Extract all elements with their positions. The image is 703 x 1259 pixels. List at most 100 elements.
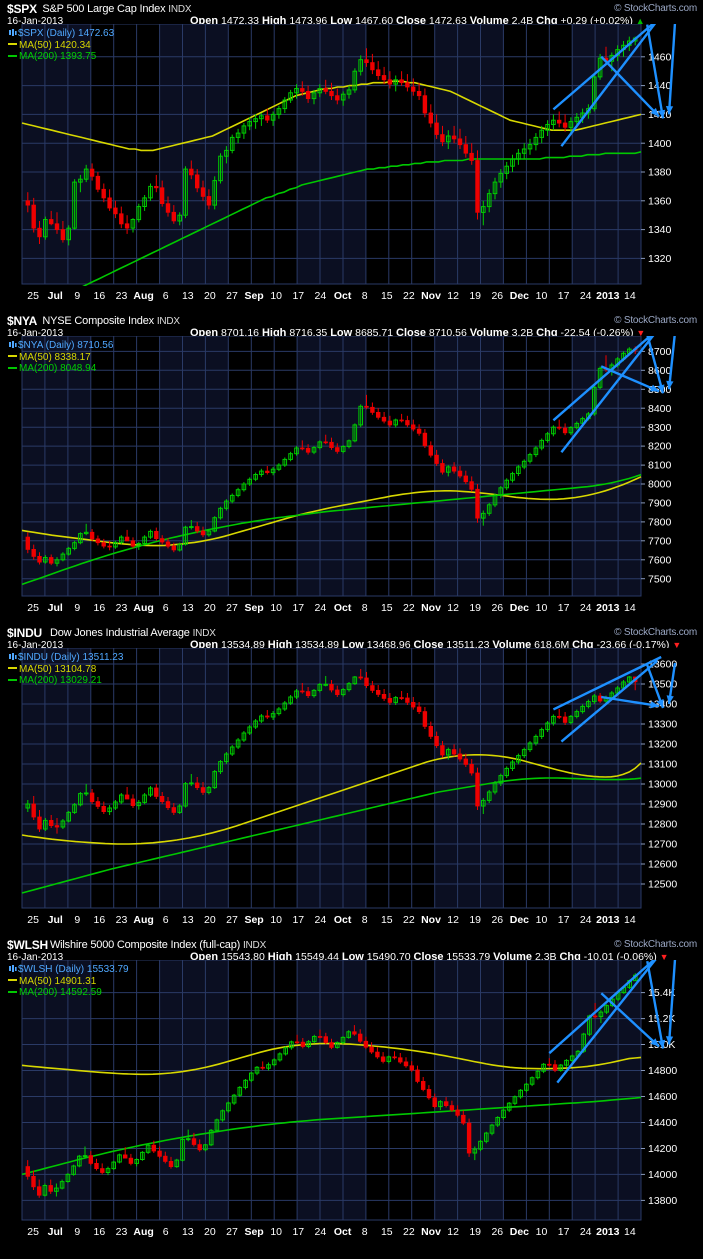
panel-divider — [0, 934, 703, 936]
quote-date: 16-Jan-2013 — [7, 328, 64, 339]
legend-label: MA(200) 13029.21 — [19, 675, 102, 686]
x-axis-label: Dec — [509, 602, 530, 614]
x-axis-label: 17 — [557, 602, 570, 614]
symbol-ticker[interactable]: $SPX — [7, 2, 37, 16]
chart-panel-nya: $NYA NYSE Composite Index INDX © StockCh… — [0, 312, 703, 622]
svg-text:8200: 8200 — [648, 441, 672, 453]
symbol-ticker[interactable]: $WLSH — [7, 938, 49, 952]
svg-text:14000: 14000 — [648, 1169, 677, 1181]
series-legend: $WLSH (Daily) 15533.79 MA(50) 14901.31 MA(… — [8, 964, 129, 999]
legend-row: MA(50) 14901.31 — [8, 976, 129, 988]
symbol-ticker[interactable]: $INDU — [7, 626, 43, 640]
svg-text:14600: 14600 — [648, 1091, 677, 1103]
line-swatch-icon — [8, 667, 17, 670]
x-axis-label: 12 — [447, 602, 459, 614]
panel-header: $WLSH Wilshire 5000 Composite Index (ful… — [0, 936, 703, 963]
x-axis-label: 16 — [93, 290, 106, 302]
legend-label: $INDU (Daily) 13511.23 — [18, 652, 124, 663]
x-axis-label: 14 — [624, 602, 636, 614]
x-axis-label: Dec — [509, 914, 530, 926]
series-legend: $NYA (Daily) 8710.56 MA(50) 8338.17 MA(200… — [8, 340, 113, 375]
svg-text:14400: 14400 — [648, 1117, 677, 1129]
x-axis-label: 24 — [579, 290, 592, 302]
stockcharts-watermark: © StockCharts.com — [614, 315, 697, 326]
x-axis-label: 20 — [204, 1226, 216, 1238]
x-axis-label: 23 — [115, 290, 128, 302]
x-axis-label: 9 — [74, 1226, 81, 1238]
x-axis-label: 25 — [27, 290, 39, 302]
x-axis-label: 27 — [226, 602, 238, 614]
line-swatch-icon — [8, 678, 17, 681]
symbol-name: NYSE Composite Index INDX — [42, 315, 180, 327]
x-axis-label: 24 — [314, 602, 327, 614]
x-axis-label: 22 — [403, 290, 415, 302]
svg-text:1440: 1440 — [648, 80, 672, 92]
x-axis-label: 23 — [115, 914, 128, 926]
x-axis-label: 14 — [624, 1226, 636, 1238]
x-axis-label: 25 — [27, 1226, 39, 1238]
x-axis-label: 23 — [115, 1226, 128, 1238]
chg-direction-icon: ▼ — [636, 328, 646, 338]
x-axis-label: Nov — [421, 602, 441, 614]
x-axis-label: Jul — [47, 290, 63, 302]
panel-header: $SPX S&P 500 Large Cap Index INDX © Stoc… — [0, 0, 703, 27]
line-swatch-icon — [8, 366, 17, 369]
stockcharts-watermark: © StockCharts.com — [614, 939, 697, 950]
x-axis-label: Nov — [421, 914, 441, 926]
x-axis-label: 16 — [93, 914, 106, 926]
svg-text:14200: 14200 — [648, 1143, 677, 1155]
x-axis-label: 8 — [361, 602, 368, 614]
panel-header: $NYA NYSE Composite Index INDX © StockCh… — [0, 312, 703, 339]
quote-date: 16-Jan-2013 — [7, 952, 64, 963]
x-axis-label: Nov — [421, 1226, 441, 1238]
candlestick-icon — [8, 340, 17, 349]
chart-panel-indu: $INDU Dow Jones Industrial Average INDX … — [0, 624, 703, 934]
x-axis-label: 8 — [361, 914, 368, 926]
x-axis-label: 13 — [181, 290, 194, 302]
x-axis-label: 26 — [491, 1226, 504, 1238]
x-axis-label: Oct — [333, 1226, 352, 1238]
legend-label: MA(200) 1393.75 — [19, 51, 97, 62]
x-axis-label: 26 — [491, 290, 504, 302]
legend-row: MA(50) 8338.17 — [8, 352, 113, 364]
x-axis-label: Dec — [509, 1226, 530, 1238]
x-axis-label: 10 — [535, 1226, 548, 1238]
svg-text:7800: 7800 — [648, 517, 672, 529]
legend-label: MA(50) 14901.31 — [19, 975, 97, 987]
panel-header: $INDU Dow Jones Industrial Average INDX … — [0, 624, 703, 651]
x-axis-label: 17 — [557, 1226, 570, 1238]
x-axis-label: 6 — [162, 290, 169, 302]
x-axis-label: 9 — [74, 602, 81, 614]
x-axis-label: 12 — [447, 914, 459, 926]
legend-row: MA(200) 14592.59 — [8, 987, 129, 999]
x-axis-label: 2013 — [596, 290, 620, 302]
line-swatch-icon — [8, 355, 17, 358]
symbol-ticker[interactable]: $NYA — [7, 314, 38, 328]
x-axis-label: 25 — [27, 602, 39, 614]
plot-area[interactable]: 1460 1440 1420 1400 1380 1360 1340 1320 — [0, 24, 703, 286]
chart-panel-wlsh: $WLSH Wilshire 5000 Composite Index (ful… — [0, 936, 703, 1246]
legend-row: MA(200) 8048.94 — [8, 363, 113, 375]
svg-text:8300: 8300 — [648, 422, 672, 434]
x-axis-label: Jul — [47, 1226, 63, 1238]
x-axis-label: 24 — [579, 602, 592, 614]
candlestick-icon — [8, 652, 17, 661]
legend-label: MA(200) 8048.94 — [19, 363, 97, 374]
price-chart-svg: 1360013500134001330013200131001300012900… — [0, 648, 703, 910]
legend-row: MA(200) 13029.21 — [8, 675, 123, 687]
x-axis-label: 17 — [292, 1226, 305, 1238]
legend-label: MA(50) 1420.34 — [19, 39, 91, 51]
svg-text:1340: 1340 — [648, 224, 672, 236]
stockcharts-watermark: © StockCharts.com — [614, 3, 697, 14]
svg-text:8600: 8600 — [648, 365, 672, 377]
plot-area[interactable]: 1360013500134001330013200131001300012900… — [0, 648, 703, 910]
line-swatch-icon — [8, 979, 17, 982]
chg-direction-icon: ▼ — [659, 952, 669, 962]
x-axis-label: Oct — [333, 290, 352, 302]
plot-area[interactable]: 15.4K15.2K15.0K1480014600144001420014000… — [0, 960, 703, 1222]
x-axis-label: 10 — [270, 914, 283, 926]
x-axis-label: 17 — [292, 602, 305, 614]
plot-area[interactable]: 8700 8600 8500 8400 8300 8200 8100 8000 7900 7800… — [0, 336, 703, 598]
legend-label: $NYA (Daily) 8710.56 — [18, 340, 114, 351]
